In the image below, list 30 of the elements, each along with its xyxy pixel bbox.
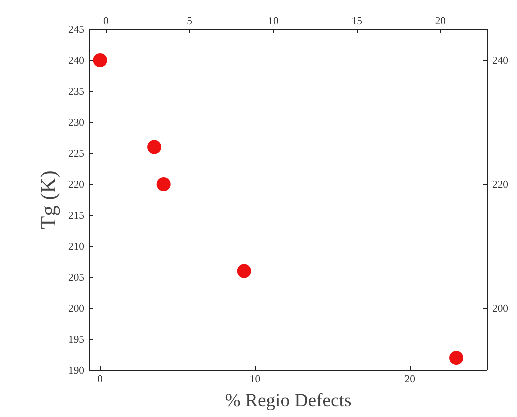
y-tick-label: 235 [68, 87, 84, 98]
y2-tick-label: 240 [492, 56, 508, 67]
point [148, 140, 162, 154]
point [156, 178, 171, 192]
point [450, 351, 464, 366]
point [237, 264, 252, 278]
x-tick-label: 20 [404, 374, 416, 386]
x-tick-label: 10 [250, 374, 261, 386]
y-tick-label: 245 [68, 25, 84, 36]
y-tick-label: 205 [68, 273, 84, 284]
y2-tick-label: 220 [492, 180, 508, 191]
y-tick-label: 220 [68, 180, 84, 191]
x2-tick-label: 20 [435, 16, 446, 28]
y-tick-label: 200 [68, 304, 84, 315]
y2-tick-label: 200 [492, 304, 508, 315]
y-tick-label: 240 [68, 56, 84, 67]
x2-tick-label: 15 [352, 16, 362, 28]
y-tick-label: 190 [68, 366, 84, 377]
y-tick-label: 215 [68, 211, 84, 222]
y-tick-label: 225 [68, 149, 84, 160]
y-tick-label: 210 [68, 242, 84, 253]
x-axis-title: % Regio Defects [225, 390, 352, 412]
y-tick-label: 230 [68, 118, 84, 129]
y-tick-label: 195 [68, 335, 84, 346]
x2-tick-label: 0 [104, 16, 109, 28]
x2-tick-label: 10 [268, 16, 279, 28]
y-axis-title: Tg (K) [36, 170, 61, 230]
point [93, 54, 108, 68]
x-tick-label: 0 [98, 374, 104, 386]
x2-tick-label: 5 [187, 16, 192, 28]
